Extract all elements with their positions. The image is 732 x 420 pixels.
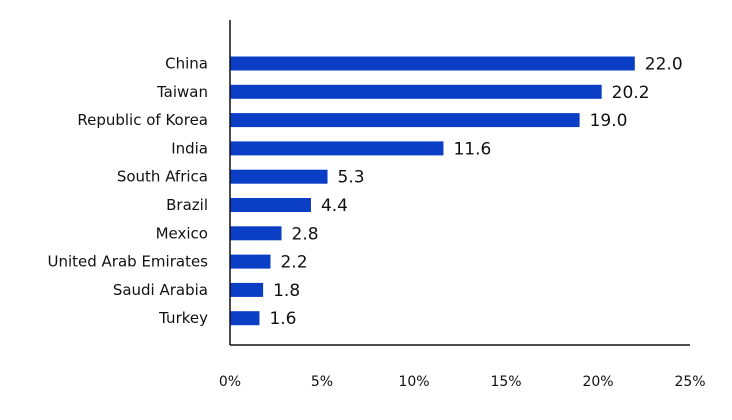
value-label-india: 11.6 bbox=[453, 139, 491, 159]
value-label-china: 22.0 bbox=[645, 55, 683, 75]
category-label-turkey: Turkey bbox=[158, 309, 208, 327]
category-label-mexico: Mexico bbox=[156, 224, 208, 242]
category-label-brazil: Brazil bbox=[166, 196, 208, 214]
category-labels: China Taiwan Republic of Korea India South A… bbox=[47, 55, 208, 328]
x-tick-label: 0% bbox=[219, 374, 241, 390]
bar-brazil bbox=[230, 198, 311, 212]
bars-group bbox=[230, 56, 635, 326]
value-label-brazil: 4.4 bbox=[321, 196, 348, 216]
bar-mexico bbox=[230, 226, 282, 241]
bar-china bbox=[230, 56, 635, 71]
value-label-turkey: 1.6 bbox=[269, 309, 296, 329]
x-tick-label: 15% bbox=[490, 374, 521, 390]
bar-united-arab-emirates bbox=[230, 254, 271, 269]
category-label-china: China bbox=[165, 55, 208, 73]
bar-turkey bbox=[230, 311, 260, 326]
category-label-republic-of-korea: Republic of Korea bbox=[77, 111, 208, 129]
value-label-saudi-arabia: 1.8 bbox=[273, 281, 300, 301]
category-label-taiwan: Taiwan bbox=[156, 83, 208, 101]
x-tick-label: 5% bbox=[311, 374, 333, 390]
value-labels: 22.0 20.2 19.0 11.6 5.3 4.42.8 2.2 1.8 1.6 bbox=[269, 55, 682, 330]
value-label-taiwan: 20.2 bbox=[612, 83, 650, 103]
x-tick-label: 25% bbox=[674, 374, 705, 390]
bar-india bbox=[230, 141, 444, 156]
category-label-india: India bbox=[171, 139, 208, 157]
x-tick-label: 10% bbox=[398, 374, 429, 390]
bar-republic-of-korea bbox=[230, 113, 580, 128]
category-label-saudi-arabia: Saudi Arabia bbox=[113, 281, 208, 299]
bar-south-africa bbox=[230, 169, 328, 184]
value-label-united-arab-emirates: 2.2 bbox=[280, 253, 307, 273]
value-label-mexico: 2.8 bbox=[292, 224, 319, 244]
value-label-south-africa: 5.3 bbox=[338, 168, 365, 188]
x-tick-labels: 0% 5% 10% 15% 20% 25% bbox=[219, 374, 706, 390]
bar-taiwan bbox=[230, 84, 602, 99]
category-label-united-arab-emirates: United Arab Emirates bbox=[47, 253, 208, 271]
x-tick-label: 20% bbox=[582, 374, 613, 390]
bar-saudi-arabia bbox=[230, 282, 264, 297]
value-label-republic-of-korea: 19.0 bbox=[590, 111, 628, 131]
category-label-south-africa: South Africa bbox=[117, 168, 208, 186]
